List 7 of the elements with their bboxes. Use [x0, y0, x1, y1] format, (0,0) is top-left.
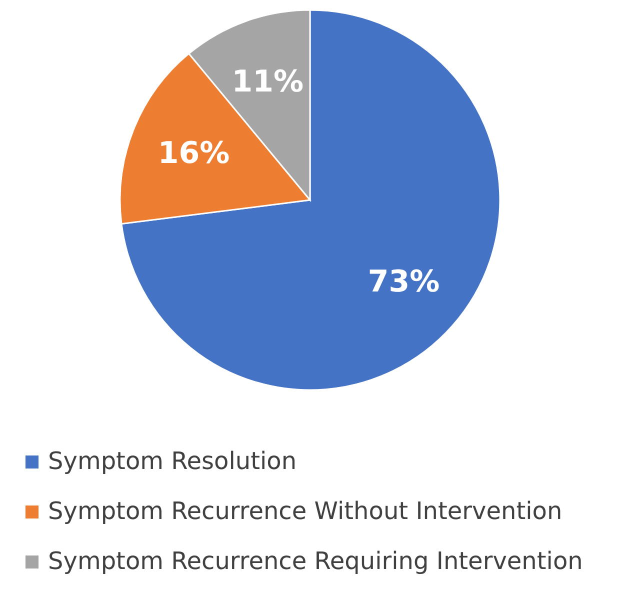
- data-label: 11%: [232, 64, 304, 100]
- pie-slice: [120, 9, 501, 391]
- legend-label: Symptom Recurrence Requiring Intervention: [48, 547, 583, 575]
- legend-label: Symptom Recurrence Without Intervention: [48, 497, 562, 525]
- data-label: 16%: [158, 136, 230, 171]
- data-label: 73%: [368, 264, 440, 300]
- legend-label: Symptom Resolution: [48, 447, 297, 475]
